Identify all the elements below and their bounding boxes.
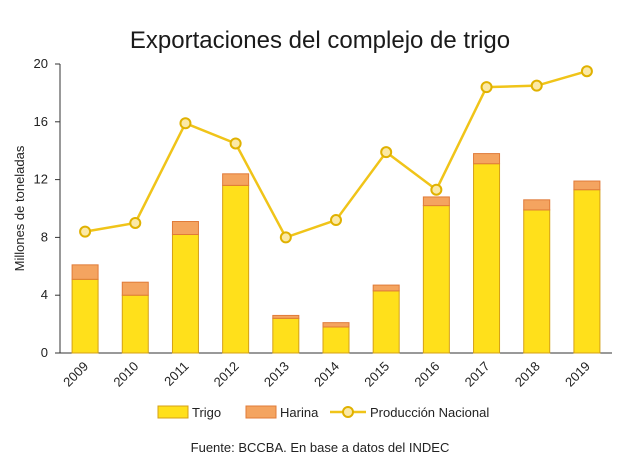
- x-tick-label: 2017: [462, 359, 493, 390]
- bar-trigo: [322, 326, 350, 354]
- bar-harina: [222, 173, 250, 186]
- point-produccion-nacional: [330, 214, 342, 227]
- y-tick-label: 20: [34, 56, 48, 71]
- y-axis-label: Millones de toneladas: [12, 145, 27, 271]
- point-produccion-nacional: [279, 231, 292, 244]
- y-tick-label: 12: [34, 172, 48, 187]
- bar-harina: [422, 196, 450, 207]
- legend-swatch-harina: [245, 405, 277, 419]
- point-produccion-nacional: [179, 117, 192, 130]
- bar-trigo: [372, 290, 400, 354]
- x-tick-label: 2012: [211, 359, 242, 390]
- x-tick-label: 2015: [361, 359, 392, 390]
- x-tick-label: 2019: [562, 359, 593, 390]
- legend-label-trigo: Trigo: [192, 405, 221, 420]
- bar-trigo: [121, 294, 149, 354]
- x-tick-label: 2016: [411, 359, 442, 390]
- legend-label-harina: Harina: [280, 405, 319, 420]
- x-tick-label: 2009: [60, 359, 91, 390]
- bar-harina: [573, 180, 601, 191]
- point-produccion-nacional: [79, 225, 92, 238]
- source-note: Fuente: BCCBA. En base a datos del INDEC: [190, 440, 450, 455]
- bar-harina: [71, 264, 99, 280]
- bar-trigo: [573, 189, 601, 354]
- bar-trigo: [523, 209, 551, 354]
- bar-trigo: [171, 234, 199, 354]
- point-produccion-nacional: [430, 183, 443, 196]
- bar-harina: [523, 199, 551, 211]
- x-tick-label: 2011: [161, 359, 191, 389]
- bar-trigo: [222, 184, 250, 354]
- bar-trigo: [422, 205, 450, 354]
- legend-label-produccion: Producción Nacional: [370, 405, 489, 420]
- bar-harina: [372, 284, 400, 292]
- y-tick-label: 8: [41, 229, 48, 244]
- bar-harina: [121, 281, 149, 296]
- x-tick-label: 2010: [110, 359, 141, 390]
- point-produccion-nacional: [530, 79, 543, 92]
- point-produccion-nacional: [480, 81, 493, 94]
- bar-trigo: [71, 278, 99, 354]
- point-produccion-nacional: [380, 146, 393, 159]
- bar-trigo: [272, 317, 300, 354]
- bar-trigo: [473, 163, 501, 354]
- chart-title: Exportaciones del complejo de trigo: [129, 27, 511, 54]
- y-tick-label: 0: [41, 345, 48, 360]
- legend-marker-produccion: [342, 406, 354, 418]
- x-tick-label: 2018: [512, 359, 543, 390]
- y-tick-label: 4: [41, 287, 48, 302]
- line-produccion-nacional: [84, 70, 588, 239]
- bar-harina: [473, 153, 501, 165]
- x-tick-label: 2013: [261, 359, 292, 390]
- point-produccion-nacional: [129, 216, 142, 229]
- point-produccion-nacional: [229, 137, 242, 150]
- bar-harina: [171, 221, 199, 236]
- bar-harina: [272, 314, 300, 319]
- point-produccion-nacional: [580, 65, 593, 78]
- x-tick-label: 2014: [311, 359, 342, 390]
- legend-swatch-trigo: [157, 405, 189, 419]
- y-tick-label: 16: [34, 114, 48, 129]
- bar-harina: [322, 322, 350, 328]
